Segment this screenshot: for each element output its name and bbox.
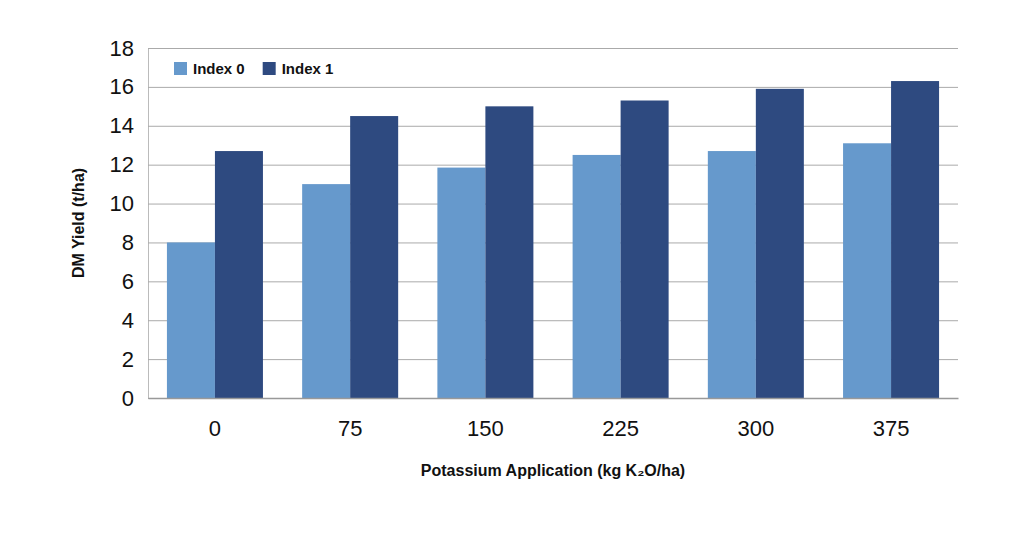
bar [573, 155, 621, 398]
x-tick-label: 75 [338, 416, 362, 441]
legend-item: Index 1 [263, 60, 334, 77]
y-tick-label: 12 [110, 152, 134, 177]
y-axis: 0 2 4 6 8 10 12 14 16 18 [110, 36, 958, 411]
x-tick: 150 [467, 398, 504, 441]
y-tick-label: 0 [122, 386, 134, 411]
x-tick-label: 225 [602, 416, 639, 441]
bar [621, 101, 669, 399]
bar [485, 106, 533, 398]
x-axis-line [149, 398, 959, 400]
grid-line [148, 204, 958, 205]
grid-line [148, 87, 958, 88]
y-tick-label: 8 [122, 230, 134, 255]
bar [350, 116, 398, 398]
legend-swatch [263, 62, 276, 75]
x-axis-title: Potassium Application (kg K₂O/ha) [421, 462, 685, 479]
legend-label: Index 0 [193, 60, 245, 77]
y-tick: 16 [110, 74, 958, 99]
grid-line [148, 398, 958, 399]
grid-line [148, 359, 958, 360]
bar [756, 89, 804, 398]
grid-line [148, 320, 958, 321]
y-axis-line [149, 49, 959, 399]
x-tick-label: 0 [209, 416, 221, 441]
y-tick: 14 [110, 113, 958, 138]
bar [891, 81, 939, 398]
grid-line [148, 48, 958, 49]
x-tick: 375 [873, 398, 910, 441]
x-tick-label: 150 [467, 416, 504, 441]
grid-line [148, 126, 958, 127]
bar [437, 168, 485, 398]
y-axis-title: DM Yield (t/ha) [70, 168, 87, 278]
y-tick-label: 14 [110, 113, 134, 138]
grid-line [148, 281, 958, 282]
x-tick: 0 [209, 398, 221, 441]
bar [215, 151, 263, 398]
chart: 024681012141618075150225300375Index 0Ind… [0, 0, 1024, 549]
x-tick-label: 375 [873, 416, 910, 441]
bar [843, 143, 891, 398]
bar [167, 242, 215, 398]
y-tick: 18 [110, 36, 958, 61]
x-tick: 75 [338, 398, 362, 441]
x-axis: 0 75 150 225 300 375 [149, 398, 959, 441]
y-tick-label: 2 [122, 347, 134, 372]
plot: 024681012141618075150225300375Index 0Ind… [110, 36, 959, 441]
y-tick-label: 4 [122, 308, 134, 333]
y-tick-label: 6 [122, 269, 134, 294]
grid-line [148, 242, 958, 243]
x-tick: 225 [602, 398, 639, 441]
bars [167, 81, 939, 398]
legend-label: Index 1 [282, 60, 334, 77]
y-tick-label: 10 [110, 191, 134, 216]
y-tick-label: 18 [110, 36, 134, 61]
bar [302, 184, 350, 398]
y-tick-label: 16 [110, 74, 134, 99]
legend-swatch [174, 62, 187, 75]
bar [708, 151, 756, 398]
x-tick: 300 [737, 398, 774, 441]
x-tick-label: 300 [737, 416, 774, 441]
legend-item: Index 0 [174, 60, 245, 77]
grid-line [148, 165, 958, 166]
legend: Index 0 Index 1 [174, 60, 333, 77]
